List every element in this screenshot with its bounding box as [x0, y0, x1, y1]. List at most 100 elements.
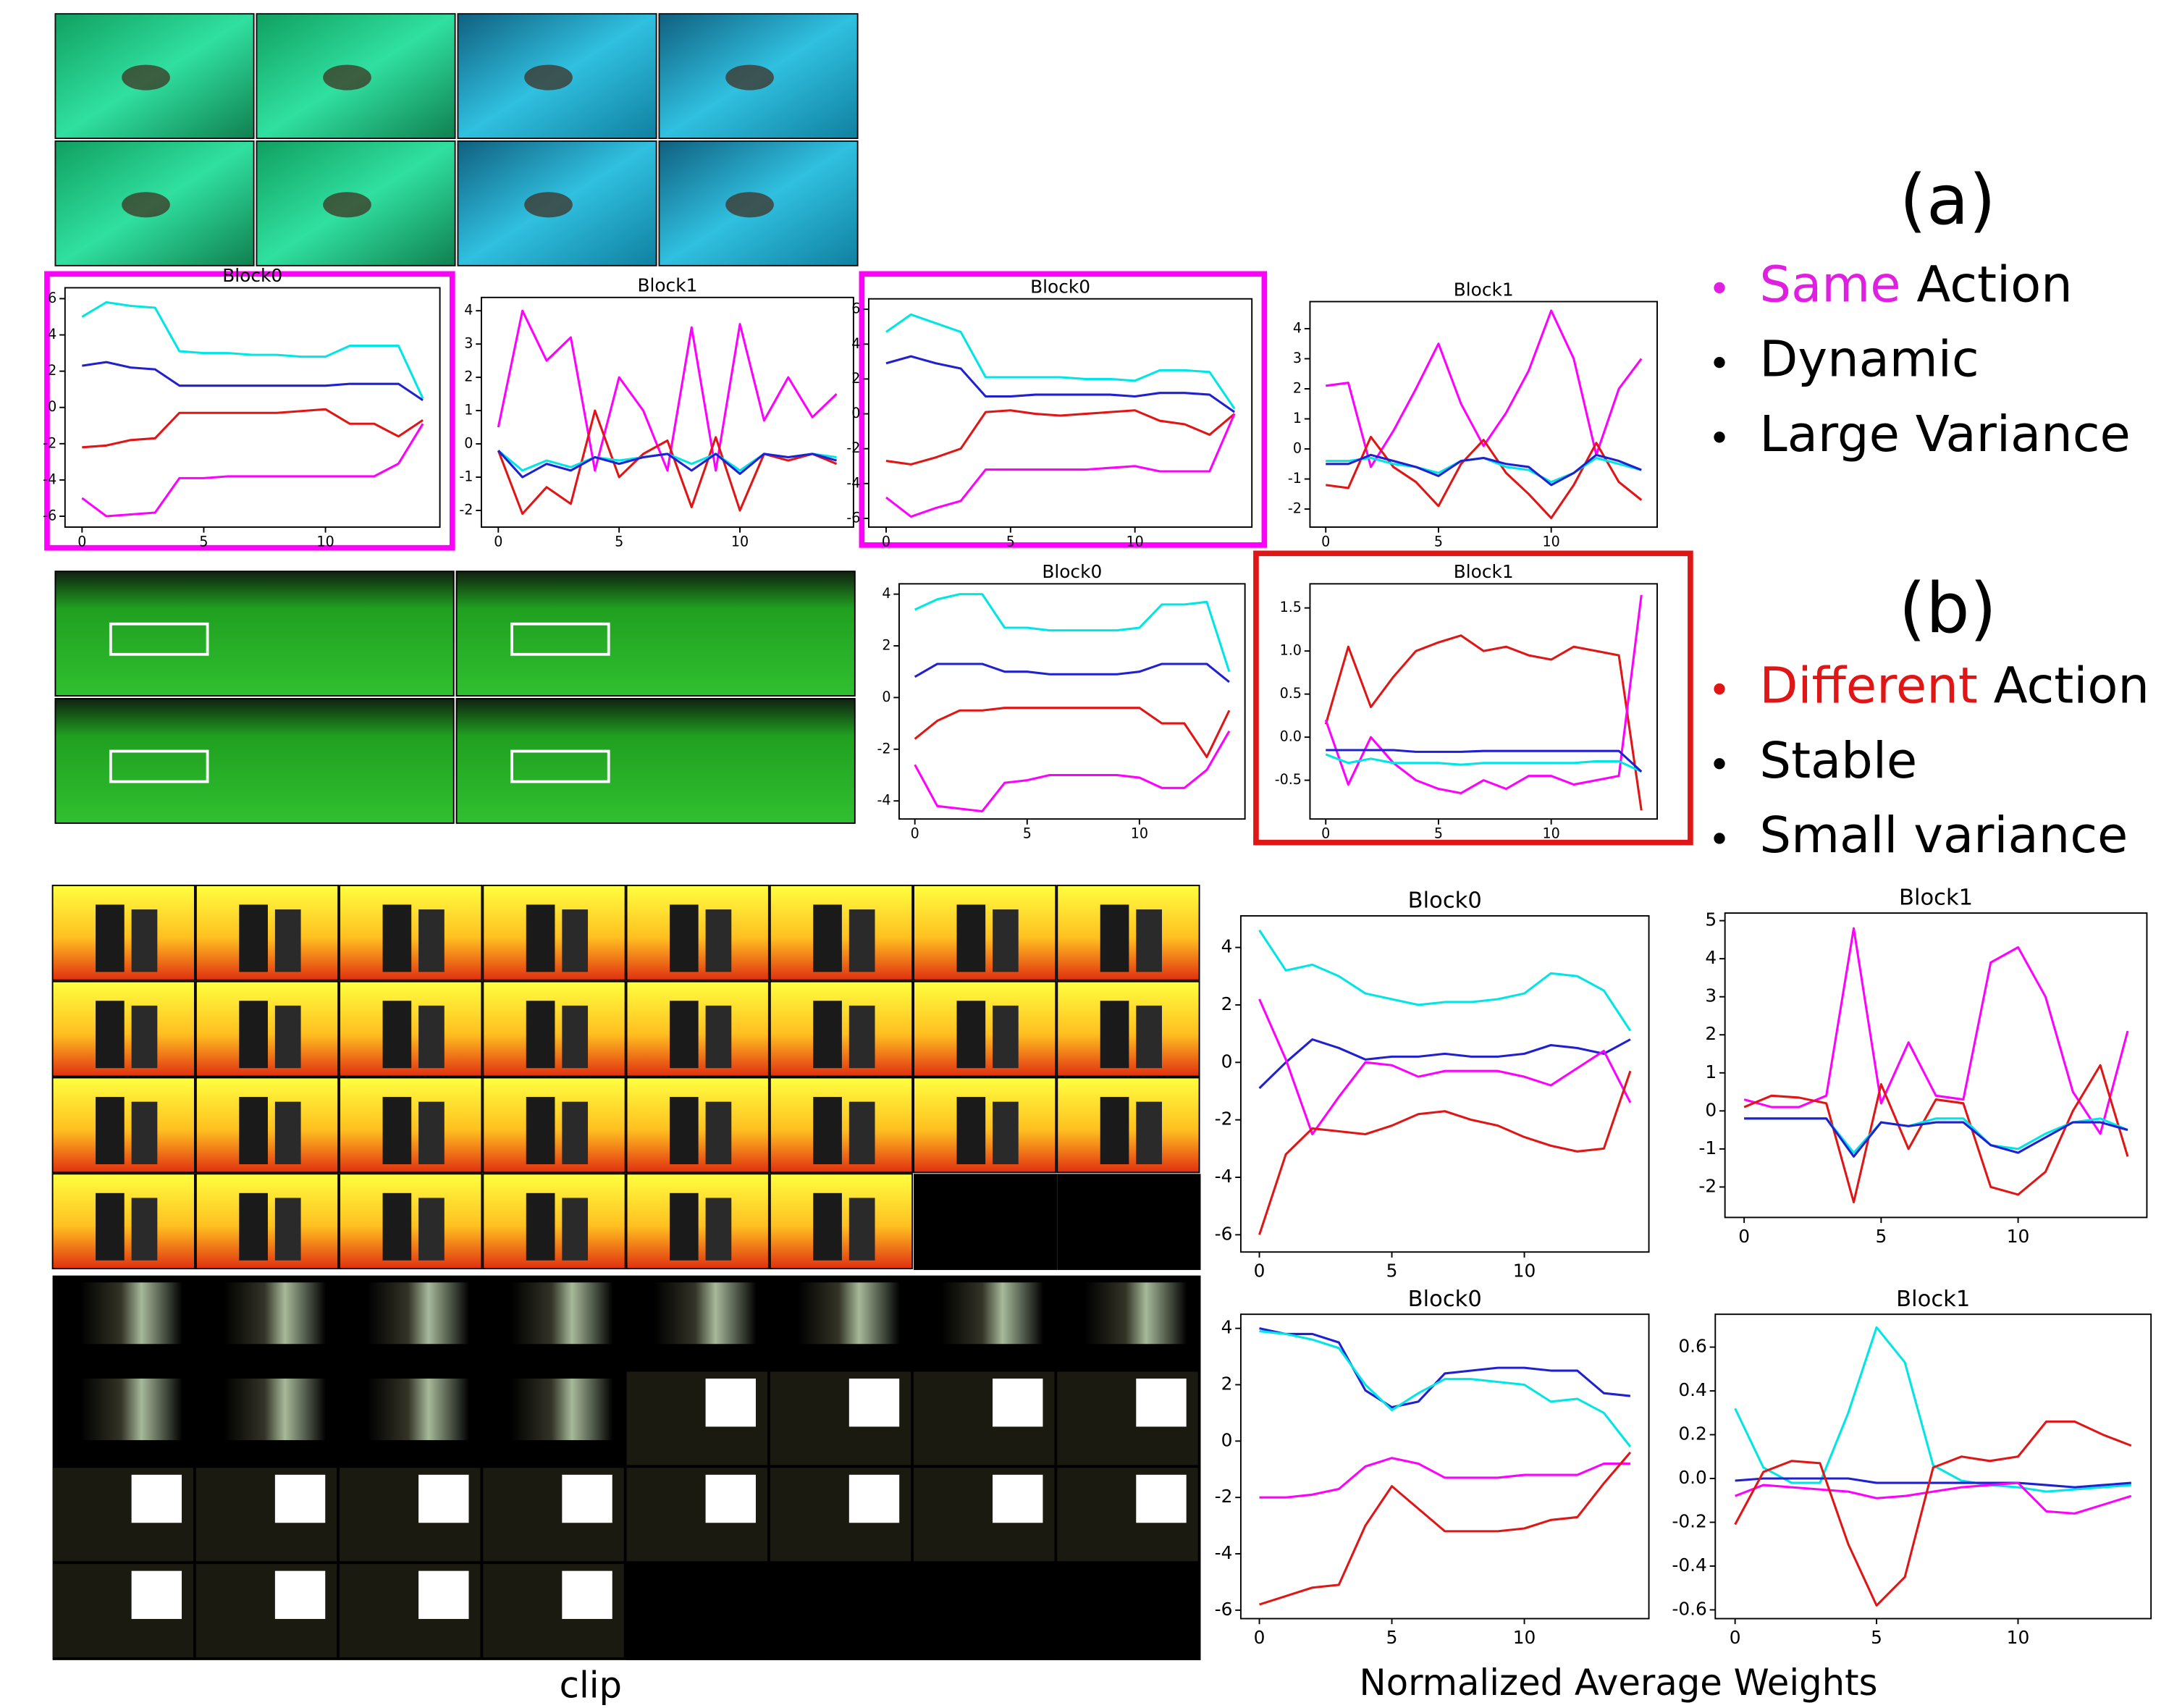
- x-tick-label: 5: [1434, 534, 1443, 550]
- frame-person: [418, 1198, 445, 1260]
- y-tick-label: 2: [464, 369, 473, 385]
- frame-person: [670, 1193, 699, 1261]
- frame: [367, 1282, 469, 1344]
- page: {"chart_data": [ {"type": "line", "title…: [0, 0, 2169, 1708]
- chart-title: Block0: [1408, 888, 1482, 914]
- line-chart: Block0-6-4-20240510: [1215, 888, 1649, 1282]
- x-tick-label: 10: [1131, 825, 1148, 842]
- y-tick-label: 0.0: [1280, 728, 1302, 745]
- chart-title: Block0: [1408, 1287, 1482, 1312]
- y-tick-label: 4: [1293, 319, 1302, 336]
- frame-person: [706, 1006, 732, 1068]
- frame-window: [132, 1571, 182, 1619]
- frame: [367, 1379, 469, 1440]
- frame-person: [562, 1102, 588, 1164]
- frame-person: [275, 1102, 301, 1164]
- y-tick-label: 0: [1221, 1429, 1233, 1450]
- y-tick-label: -0.5: [1275, 771, 1302, 788]
- bullet-text: Different Action: [1759, 657, 2149, 715]
- y-tick-label: 2: [882, 637, 890, 654]
- plot-area: [65, 287, 440, 527]
- y-tick-label: 2: [1221, 1373, 1233, 1394]
- chart-title: Block0: [1030, 276, 1090, 297]
- x-tick-label: 10: [2007, 1627, 2030, 1648]
- frame-person: [132, 909, 158, 972]
- y-tick-label: -4: [1215, 1166, 1233, 1187]
- y-tick-label: 1: [1293, 410, 1302, 426]
- frame: [55, 571, 453, 696]
- frame-person: [562, 1198, 588, 1260]
- y-tick-label: 2: [1293, 379, 1302, 396]
- frame-person: [706, 1198, 732, 1260]
- frame-person: [956, 904, 985, 972]
- y-tick-label: 6: [851, 300, 860, 317]
- line-chart: Block0-4-20240510: [877, 561, 1244, 842]
- y-tick-label: 0.0: [1678, 1467, 1707, 1488]
- frame-person: [418, 1006, 445, 1068]
- y-tick-label: 4: [851, 335, 860, 352]
- frame-object: [725, 192, 774, 217]
- frame-person: [383, 1193, 412, 1261]
- x-tick-label: 10: [316, 534, 334, 550]
- y-tick-label: 6: [48, 290, 56, 306]
- bullet: [1714, 683, 1724, 694]
- frame: [1057, 1174, 1200, 1270]
- y-tick-label: -1: [1698, 1137, 1717, 1158]
- chart-title: Block1: [1454, 561, 1514, 582]
- bullet-text: Dynamic: [1759, 331, 1979, 389]
- x-tick-label: 10: [1126, 534, 1144, 550]
- y-tick-label: 2: [48, 362, 56, 379]
- x-tick-label: 10: [1513, 1261, 1536, 1282]
- frame-window: [132, 1475, 182, 1523]
- plot-area: [1310, 584, 1657, 819]
- x-tick-label: 10: [1513, 1627, 1536, 1648]
- y-tick-label: -2: [43, 434, 56, 451]
- y-tick-label: 0.5: [1280, 685, 1302, 702]
- y-tick-label: 0: [1221, 1051, 1233, 1072]
- line-chart: Block1-2-1012340510: [1288, 279, 1657, 550]
- frame-person: [132, 1198, 158, 1260]
- frame-person: [849, 1006, 875, 1068]
- frame-person: [849, 1198, 875, 1260]
- frame-person: [132, 1102, 158, 1164]
- y-tick-label: 0.6: [1678, 1336, 1707, 1357]
- y-tick-label: -2: [877, 740, 890, 757]
- frame-window: [1136, 1475, 1186, 1523]
- line-chart: Block0-6-4-202460510: [846, 276, 1252, 550]
- caption: clip: [560, 1665, 622, 1707]
- frame-window: [275, 1571, 325, 1619]
- y-tick-label: 0.4: [1678, 1379, 1707, 1400]
- y-tick-label: -6: [846, 509, 860, 526]
- frame-person: [849, 909, 875, 972]
- frame-object: [323, 64, 371, 90]
- frame-person: [993, 1006, 1019, 1068]
- panel-label: (b): [1899, 568, 1997, 649]
- x-tick-label: 0: [1254, 1261, 1265, 1282]
- frame-window: [849, 1379, 899, 1426]
- frame-window: [1136, 1379, 1186, 1426]
- y-tick-label: 0: [851, 405, 860, 421]
- frame-window: [562, 1475, 612, 1523]
- plot-area: [1725, 913, 2147, 1217]
- frame-person: [132, 1006, 158, 1068]
- bullet: [1714, 833, 1724, 844]
- highlight-word: Different: [1759, 657, 1977, 715]
- frame-person: [275, 1006, 301, 1068]
- chart-title: Block1: [1896, 1287, 1970, 1312]
- y-tick-label: -2: [459, 502, 473, 518]
- y-tick-label: -4: [877, 792, 890, 809]
- frame-person: [993, 1102, 1019, 1164]
- frame-person: [96, 1193, 125, 1261]
- frame: [511, 1282, 613, 1344]
- bullet: [1714, 432, 1724, 442]
- x-tick-label: 0: [1254, 1627, 1265, 1648]
- line-chart: Block0-6-4-20240510: [1215, 1287, 1649, 1648]
- bullet-text: Same Action: [1759, 256, 2072, 314]
- plot-area: [869, 299, 1252, 527]
- frame-person: [1100, 1097, 1129, 1164]
- frame-object: [122, 192, 170, 217]
- y-tick-label: 1.5: [1280, 599, 1302, 615]
- line-chart: Block0-6-4-202460510: [43, 265, 439, 550]
- y-tick-label: -0.4: [1672, 1555, 1706, 1576]
- x-tick-label: 0: [77, 534, 86, 550]
